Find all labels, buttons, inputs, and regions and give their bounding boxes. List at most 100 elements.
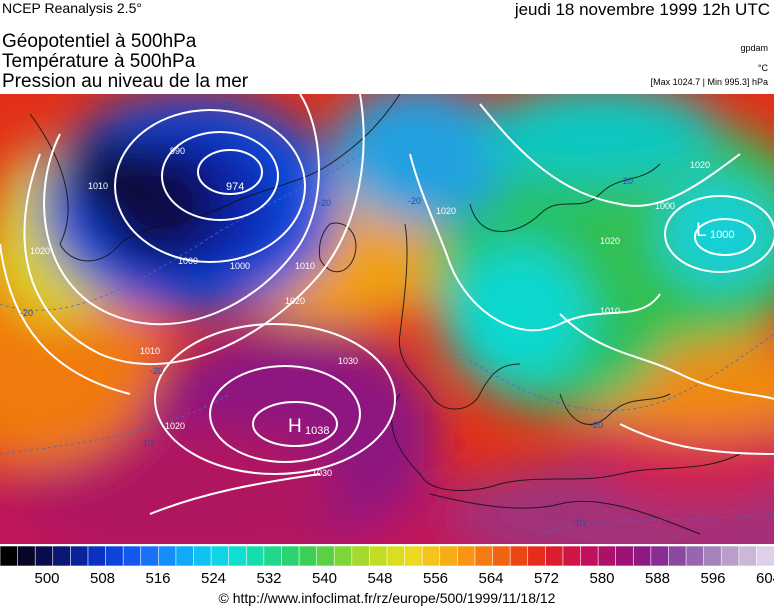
colorbar-swatch bbox=[122, 546, 142, 566]
colorbar-swatch bbox=[492, 546, 511, 566]
colorbar-swatch bbox=[105, 546, 124, 566]
isobars bbox=[0, 94, 774, 515]
isobar-label: 1030 bbox=[312, 468, 332, 478]
colorbar-tick-label: 532 bbox=[256, 570, 282, 587]
isobar-label: 1000 bbox=[655, 201, 675, 211]
temperature-label: -20 bbox=[620, 176, 633, 186]
colorbar-swatch bbox=[351, 546, 371, 566]
temperature-labels: -20 -20 -20 -20 -10 -10 -20 -20 -10 bbox=[20, 100, 633, 528]
colorbar-swatch bbox=[580, 546, 599, 566]
isobar-label: 1000 bbox=[178, 256, 198, 266]
colorbar-swatch bbox=[316, 546, 336, 566]
high-pressure-center: H 1038 bbox=[288, 416, 329, 437]
colorbar-swatch bbox=[369, 546, 388, 566]
colorbar-swatch bbox=[668, 546, 687, 566]
colorbar-tick-label: 540 bbox=[311, 570, 338, 587]
temperature-label: -20 bbox=[590, 420, 603, 430]
colorbar-swatch bbox=[509, 546, 529, 566]
unit-temperature: °C bbox=[757, 63, 768, 73]
isobar-label: 1020 bbox=[165, 421, 185, 431]
colorbar-swatch bbox=[193, 546, 212, 566]
colorbar-swatch bbox=[650, 546, 670, 566]
colorbar-swatch bbox=[228, 546, 248, 566]
colorbar-swatch bbox=[597, 546, 617, 566]
colorbar-swatch bbox=[632, 546, 652, 566]
colorbar-swatch bbox=[175, 546, 195, 566]
unit-geopotential: gpdam bbox=[740, 43, 768, 53]
isotherms bbox=[0, 153, 774, 535]
footer-credit: © http://www.infoclimat.fr/rz/europe/500… bbox=[218, 590, 556, 606]
colorbar-swatch bbox=[404, 546, 423, 566]
colorbar-swatch bbox=[333, 546, 353, 566]
colorbar-swatch bbox=[527, 546, 547, 566]
high-letter: H bbox=[288, 416, 302, 437]
isobar-label: 1020 bbox=[600, 236, 620, 246]
colorbar-tick-label: 524 bbox=[200, 570, 227, 587]
temperature-label: -10 bbox=[140, 438, 153, 448]
colorbar-swatch bbox=[756, 546, 774, 566]
isobar-label: 1010 bbox=[140, 346, 160, 356]
header-date: jeudi 18 novembre 1999 12h UTC bbox=[514, 0, 770, 19]
colorbar-swatch bbox=[34, 546, 54, 566]
colorbar-tick-label: 580 bbox=[589, 570, 615, 587]
low-value: 1000 bbox=[710, 229, 734, 241]
low-pressure-center-west: 974 bbox=[226, 181, 244, 193]
isobar-label: 1020 bbox=[436, 206, 456, 216]
colorbar-tick-label: 556 bbox=[422, 570, 449, 587]
colorbar-tick-label: 548 bbox=[367, 570, 393, 587]
colorbar-swatch bbox=[474, 546, 494, 566]
isobar-label: 1010 bbox=[88, 181, 108, 191]
isobar-label: 1000 bbox=[230, 261, 250, 271]
high-value: 1038 bbox=[305, 425, 329, 437]
colorbar-tick-label: 572 bbox=[533, 570, 560, 587]
colorbar-swatch bbox=[140, 546, 160, 566]
colorbar-swatch bbox=[0, 546, 19, 566]
colorbar-swatch bbox=[545, 546, 564, 566]
colorbar-swatch bbox=[386, 546, 406, 566]
colorbar-swatch bbox=[703, 546, 723, 566]
colorbar-swatch bbox=[298, 546, 318, 566]
temperature-label: -10 bbox=[220, 100, 233, 110]
colorbar-swatch bbox=[87, 546, 107, 566]
colorbar-tick-label: 604 bbox=[755, 570, 774, 587]
colorbar-swatch bbox=[245, 546, 265, 566]
colorbar-swatch bbox=[17, 546, 36, 566]
isobar-label: 1020 bbox=[30, 246, 50, 256]
temperature-label: -20 bbox=[20, 308, 33, 318]
colorbar-swatch bbox=[439, 546, 459, 566]
colorbar-swatch bbox=[281, 546, 300, 566]
isobar-label: 1030 bbox=[338, 356, 358, 366]
isobar-label: 1020 bbox=[285, 296, 305, 306]
unit-pressure: [Max 1024.7 | Min 995.3] hPa bbox=[650, 77, 768, 87]
colorbar-swatch bbox=[685, 546, 705, 566]
low-value: 974 bbox=[226, 181, 244, 193]
colorbar-tick-label: 564 bbox=[478, 570, 504, 587]
temperature-label: -20 bbox=[318, 198, 331, 208]
colorbar-swatch bbox=[70, 546, 89, 566]
colorbar-swatch bbox=[263, 546, 283, 566]
colorbar-tick-label: 516 bbox=[145, 570, 171, 587]
colorbar-swatch bbox=[52, 546, 72, 566]
isobar-label: 1020 bbox=[690, 160, 710, 170]
temperature-label: -10 bbox=[572, 518, 585, 528]
colorbar-tick-label: 588 bbox=[644, 570, 671, 587]
colorbar-swatch bbox=[158, 546, 177, 566]
colorbar-swatch bbox=[562, 546, 582, 566]
temperature-label: -20 bbox=[150, 366, 163, 376]
colorbar-swatch bbox=[210, 546, 230, 566]
isobar-label: 1010 bbox=[600, 306, 620, 316]
colorbar bbox=[0, 546, 774, 566]
coastlines bbox=[29, 94, 741, 535]
colorbar-swatch bbox=[457, 546, 476, 566]
colorbar-swatch bbox=[720, 546, 740, 566]
title-temperature: Température à 500hPa bbox=[2, 51, 196, 72]
colorbar-tick-label: 596 bbox=[700, 570, 726, 587]
weather-map: 990 1000 1010 1020 1030 1020 1010 1000 1… bbox=[0, 94, 774, 544]
isobar-label: 990 bbox=[170, 146, 185, 156]
low-letter: L bbox=[696, 220, 707, 241]
colorbar-tick-label: 508 bbox=[89, 570, 116, 587]
low-pressure-center-east: L 1000 bbox=[696, 220, 734, 241]
colorbar-swatch bbox=[421, 546, 441, 566]
colorbar-swatch bbox=[738, 546, 758, 566]
title-pressure: Pression au niveau de la mer bbox=[2, 71, 249, 92]
